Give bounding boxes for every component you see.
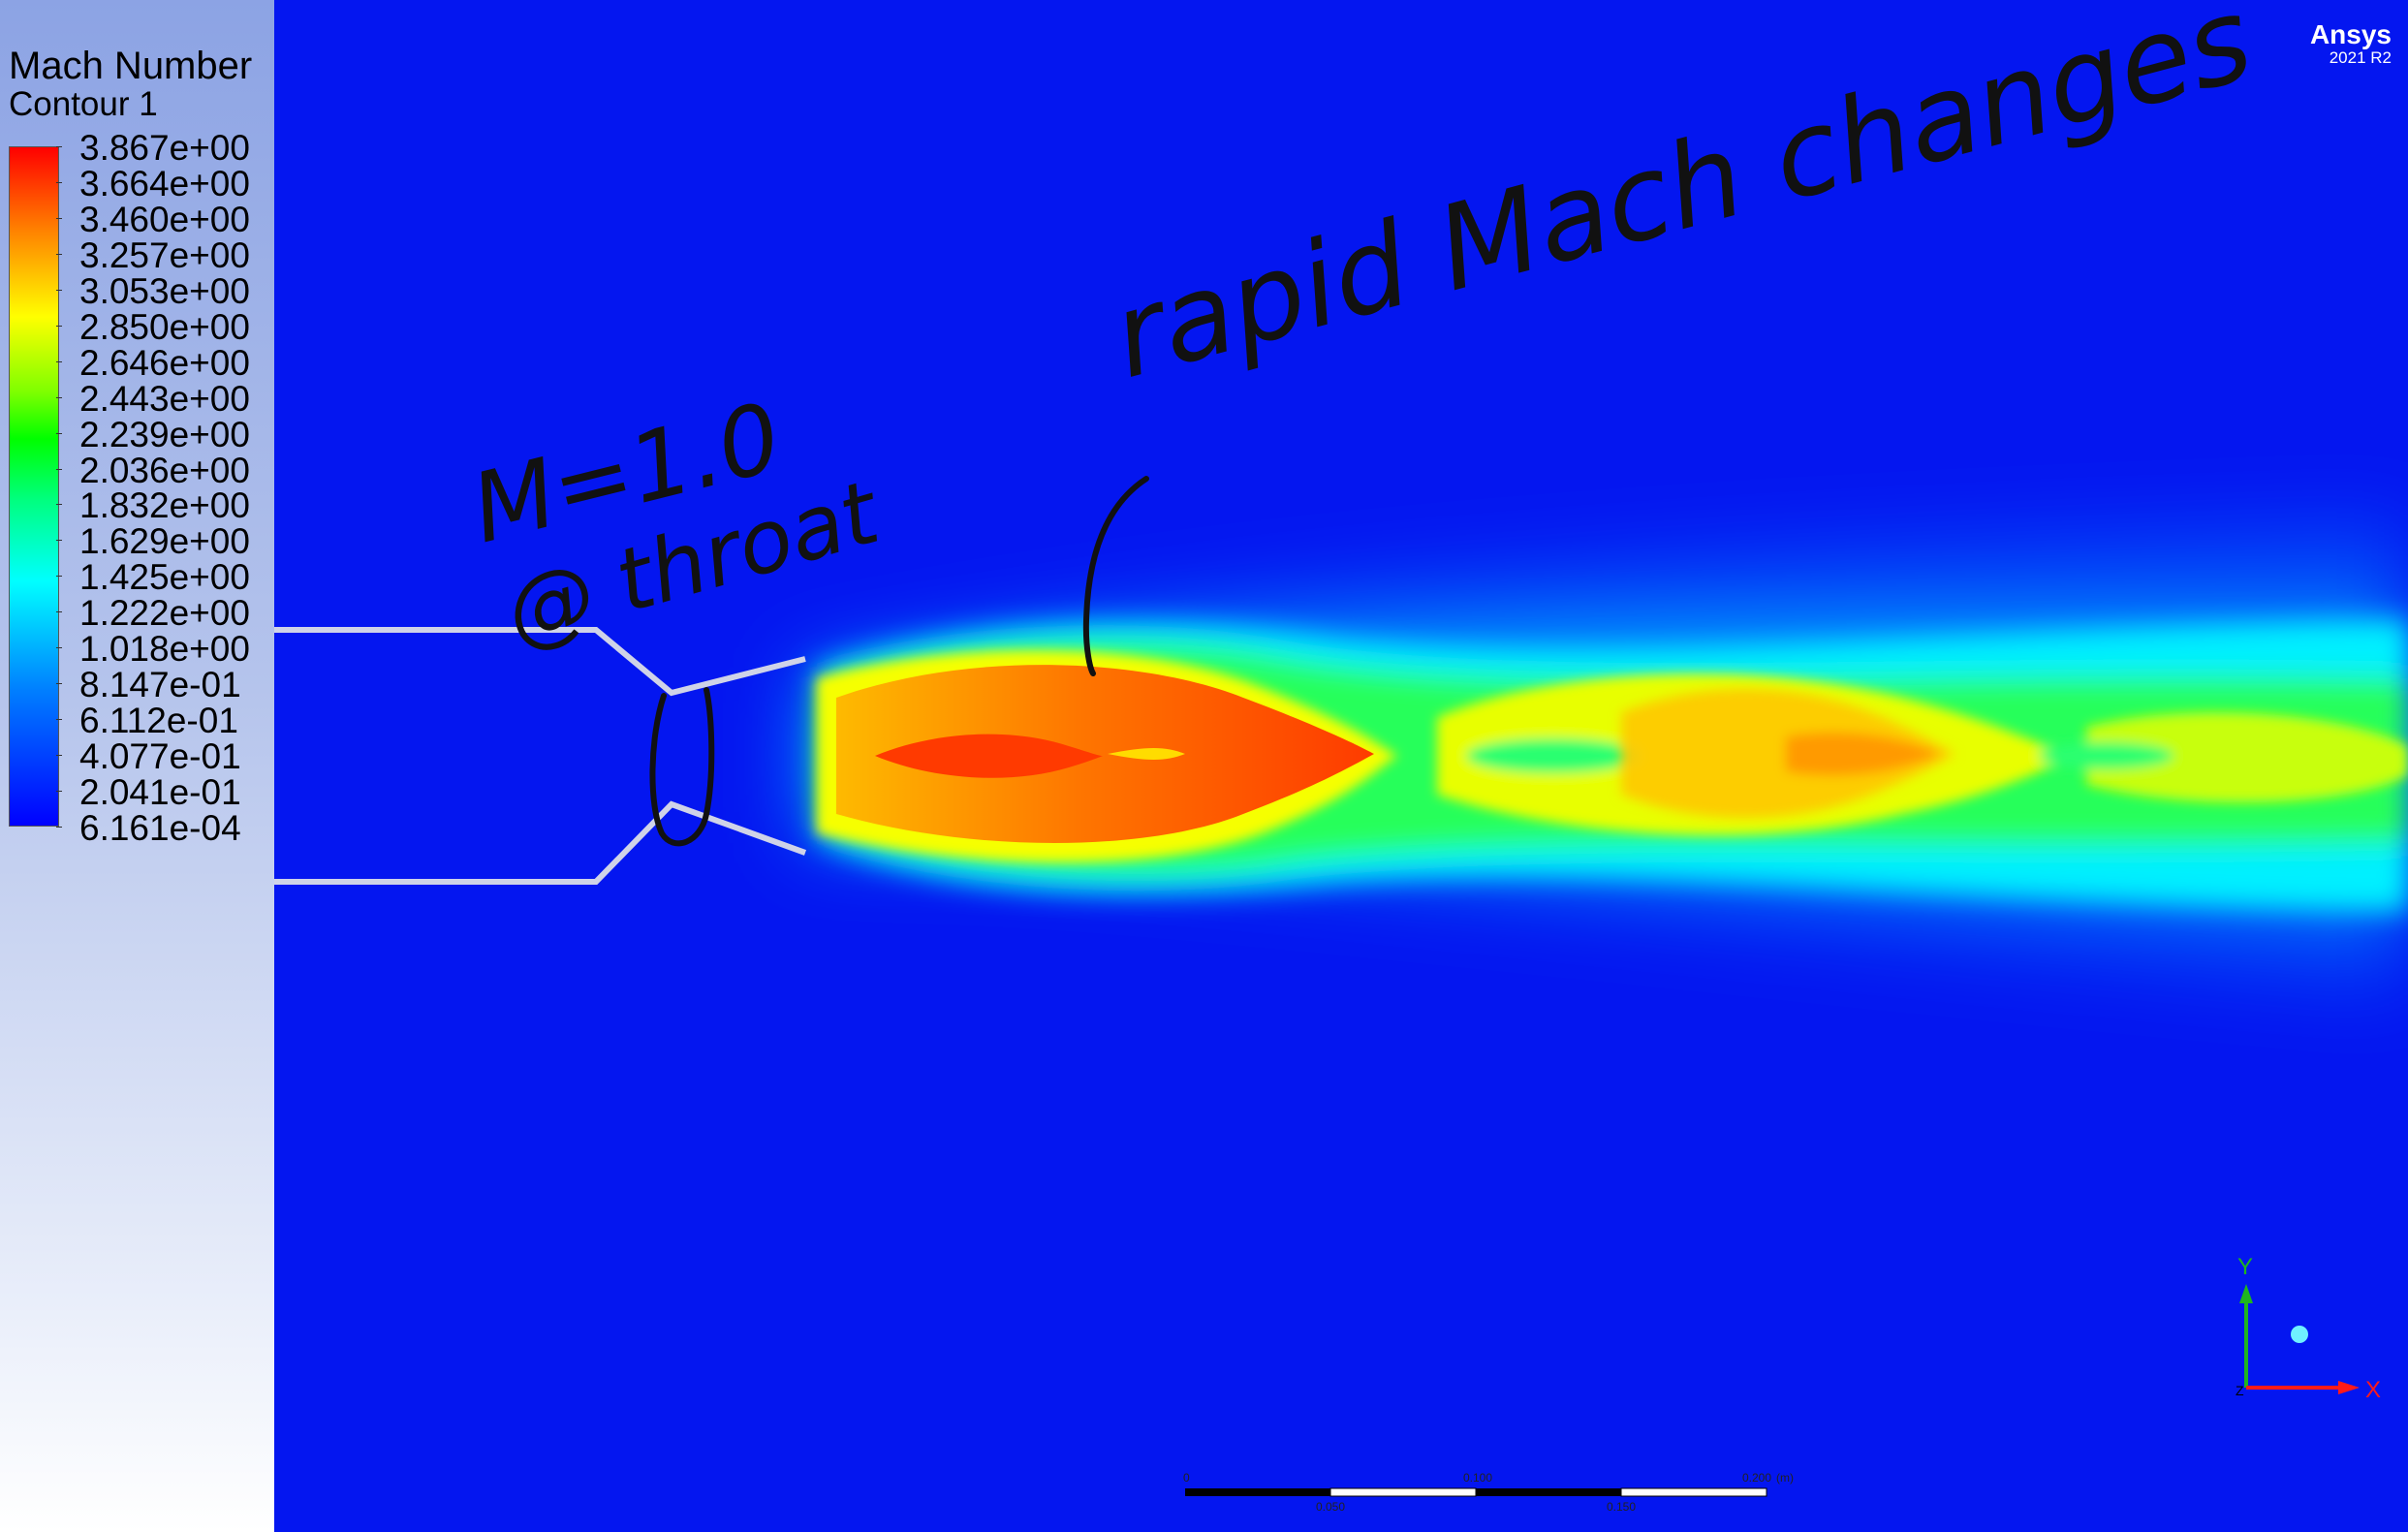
legend-tick-0 [56,146,62,147]
legend-title: Mach Number [9,45,253,87]
legend-label-8: 2.239e+00 [79,414,250,454]
legend-label-12: 1.425e+00 [79,557,250,598]
legend-tick-13 [56,611,62,613]
scale-unit: (m) [1776,1471,1794,1485]
nozzle-walls [274,627,807,885]
legend-label-4: 3.053e+00 [79,270,250,311]
scale-label-0100: 0.100 [1463,1471,1493,1485]
color-bar [9,146,59,827]
scale-label-0150: 0.150 [1607,1500,1637,1514]
legend-tick-19 [56,827,62,828]
brand-name: Ansys [2309,19,2392,49]
legend-tick-15 [56,683,62,685]
legend-subtitle: Contour 1 [9,85,158,123]
legend-label-0: 3.867e+00 [79,128,250,168]
scale-label-0050: 0.050 [1316,1500,1346,1514]
second-shock-cell [1621,689,1955,818]
legend-tick-1 [56,181,62,183]
first-shock-cell [836,665,1374,843]
legend-label-18: 2.041e-01 [79,772,241,813]
legend-label-17: 4.077e-01 [79,736,241,777]
axis-x-label: X [2365,1377,2381,1403]
ansys-brand: Ansys 2021 R2 [2310,21,2392,68]
legend-tick-14 [56,647,62,649]
legend-tick-5 [56,325,62,327]
legend-tick-4 [56,289,62,291]
legend-tick-11 [56,540,62,542]
legend-label-10: 1.832e+00 [79,485,250,526]
legend-tick-10 [56,504,62,506]
legend-tick-12 [56,576,62,578]
legend-tick-7 [56,396,62,398]
legend-label-1: 3.664e+00 [79,163,250,203]
contour-viewport[interactable]: M=1.0 @ throat rapid Mach changes Y X Z … [274,0,2408,1532]
legend-label-13: 1.222e+00 [79,593,250,634]
legend-tick-2 [56,217,62,219]
throat-circle [649,687,715,847]
legend-label-6: 2.646e+00 [79,342,250,383]
legend-label-16: 6.112e-01 [79,701,238,741]
scale-label-0: 0 [1183,1471,1190,1485]
leader-line [1082,476,1149,676]
scale-bar-graphic [1185,1487,1767,1497]
legend-tick-6 [56,360,62,362]
legend-tick-16 [56,719,62,721]
legend-tick-9 [56,468,62,470]
legend-panel: Mach Number Contour 1 3.867e+00 3.664e+00… [0,0,274,1532]
rapid-changes-annotation: rapid Mach changes [1100,0,2266,405]
scale-label-0200: 0.200 [1742,1471,1772,1485]
axis-triad: Y X Z [2236,1254,2381,1403]
legend-label-7: 2.443e+00 [79,378,250,419]
legend-label-15: 8.147e-01 [79,665,241,705]
legend-label-19: 6.161e-04 [79,808,241,848]
legend-label-14: 1.018e+00 [79,629,250,670]
legend-label-9: 2.036e+00 [79,450,250,490]
legend-label-3: 3.257e+00 [79,234,250,275]
mach-contour-plot: M=1.0 @ throat rapid Mach changes Y X Z [274,0,2408,1403]
brand-version: 2021 R2 [2329,48,2392,67]
axis-y-label: Y [2237,1254,2253,1280]
legend-label-5: 2.850e+00 [79,306,250,347]
legend-tick-8 [56,432,62,434]
handwritten-annotations [649,476,1149,847]
axis-z-label: Z [2236,1383,2244,1398]
legend-tick-17 [56,755,62,757]
legend-tick-18 [56,791,62,793]
legend-label-11: 1.629e+00 [79,521,250,562]
scale-bar: 0 0.100 0.200 (m) 0.050 0.150 [1183,1471,1794,1515]
legend-label-2: 3.460e+00 [79,199,250,239]
legend-tick-3 [56,253,62,255]
